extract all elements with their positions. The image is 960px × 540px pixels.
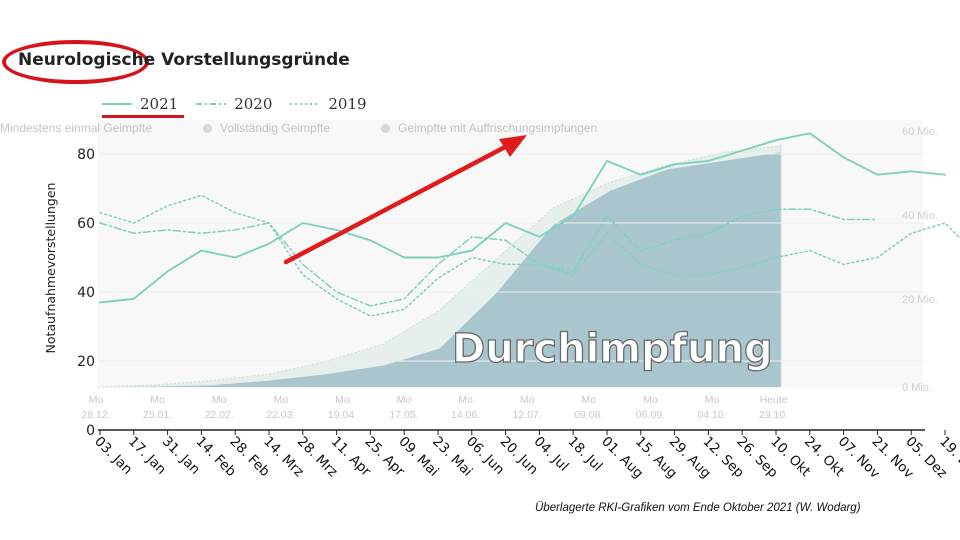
vax-date-weekday: Mo — [458, 394, 473, 406]
vax-date-label: 12.07. — [513, 409, 542, 421]
vax-legend-booster-label: Geimpfte mit Auffrischungsimpfungen — [398, 121, 598, 135]
legend-label-2020: 2020 — [234, 95, 273, 113]
vax-legend-full-label: Vollständig Geimpfte — [220, 121, 331, 135]
series-line-2019 — [99, 194, 960, 317]
series-line-2021 — [99, 132, 946, 304]
grid — [100, 153, 925, 362]
y-tick-label: 0 — [86, 423, 95, 439]
vax-legend-first-label: Mindestens einmal Geimpfte — [0, 121, 153, 135]
trend-arrow-shaft — [283, 143, 510, 265]
legend-item-2021: 2021 — [102, 94, 178, 114]
vax-date-weekday: Mo — [274, 394, 289, 406]
vax-date-weekday: Mo — [397, 394, 412, 406]
vax-legend-full-dot — [203, 124, 212, 133]
legend-swatch-dotted — [290, 103, 321, 105]
title-highlight-ring — [2, 40, 149, 84]
vax-full-area — [98, 152, 781, 387]
caption: Überlagerte RKI-Grafiken vom Ende Oktobe… — [535, 502, 861, 514]
vax-right-tick-label: 20 Mio. — [902, 294, 938, 306]
vax-date-weekday: Mo — [582, 394, 597, 406]
y-axis-label: Notaufnahmevorstellungen — [43, 183, 58, 354]
vax-date-weekday: Mo — [520, 394, 535, 406]
vax-date-label: 06.09. — [636, 409, 665, 421]
vax-date-label: 09.08. — [574, 409, 603, 421]
vaccination-legend: Mindestens einmal Geimpfte Vollständig G… — [0, 121, 900, 137]
vax-legend-booster-dot — [381, 124, 390, 133]
vax-date-weekday: Mo — [150, 394, 165, 406]
y-tick-label: 60 — [77, 216, 95, 232]
legend-label-2019: 2019 — [328, 95, 367, 113]
vax-date-label: 14.06. — [451, 409, 480, 421]
vax-date-label: 28.12. — [81, 409, 110, 421]
legend-swatch-dashdot — [196, 103, 227, 105]
legend: 2021 2020 2019 — [102, 94, 367, 114]
series-line-2020 — [99, 208, 879, 307]
vax-date-weekday: Mo — [89, 394, 104, 406]
overlay-label: Durchimpfung — [452, 326, 773, 372]
vax-date-label: 19.04. — [328, 409, 357, 421]
legend-highlight-underline — [102, 115, 184, 118]
vax-date-label: 22.02. — [205, 409, 234, 421]
vax-date-label: 22.03. — [266, 409, 295, 421]
trend-arrow — [283, 135, 527, 265]
trend-arrow-head — [499, 135, 527, 157]
legend-swatch-solid — [102, 103, 132, 105]
vax-right-tick-label: 60 Mio. — [902, 126, 938, 138]
legend-item-2020: 2020 — [196, 94, 272, 114]
vax-date-label: 04.10. — [697, 409, 726, 421]
vaccination-overlay — [97, 120, 923, 388]
x-tick-label: 18. Jul — [564, 434, 605, 475]
vax-legend-booster: Geimpfte mit Auffrischungsimpfungen — [381, 121, 597, 135]
vaccination-axis: 60 Mio. 40 Mio. 20 Mio. 0 Mio. Mo 28.12. Mo 25.… — [81, 126, 938, 421]
chart-title: Neurologische Vorstellungsgründe — [18, 50, 350, 70]
vax-date-weekday: Mo — [335, 394, 350, 406]
y-tick-label: 80 — [77, 147, 95, 163]
vax-right-tick-label: 0 Mio. — [902, 382, 932, 394]
vax-date-weekday: Mo — [643, 394, 658, 406]
vax-date-weekday: Heute — [760, 394, 788, 406]
vax-date-label: 17.05. — [389, 409, 418, 421]
vax-date-weekday: Mo — [705, 394, 720, 406]
vax-date-label: 25.01. — [143, 409, 172, 421]
y-tick-label: 40 — [77, 285, 95, 301]
vax-date-label: 29.10. — [759, 409, 788, 421]
vax-date-weekday: Mo — [212, 394, 227, 406]
vax-legend-full: Vollständig Geimpfte — [203, 121, 330, 135]
y-tick-label: 20 — [77, 354, 95, 370]
series-lines — [99, 132, 960, 317]
legend-item-2019: 2019 — [290, 94, 367, 114]
legend-label-2021: 2021 — [140, 95, 179, 113]
vax-right-tick-label: 40 Mio. — [902, 210, 938, 222]
